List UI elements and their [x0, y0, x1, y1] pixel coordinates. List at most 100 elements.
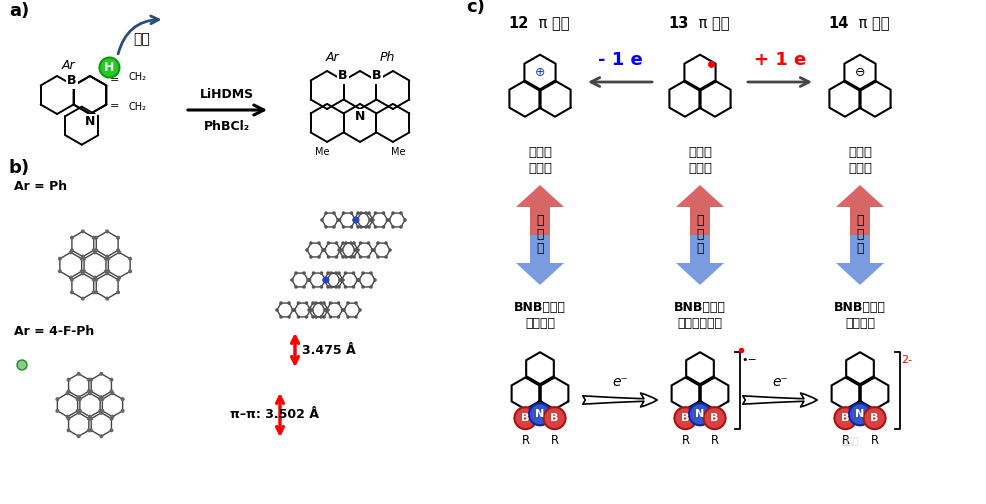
Circle shape [92, 290, 96, 294]
Circle shape [353, 248, 357, 252]
Circle shape [109, 390, 113, 393]
Circle shape [100, 372, 104, 376]
Text: N: N [85, 115, 96, 128]
Circle shape [354, 315, 358, 319]
Circle shape [109, 417, 113, 421]
Circle shape [92, 248, 96, 253]
Circle shape [344, 241, 348, 245]
Text: 非那烯: 非那烯 [688, 146, 712, 159]
Circle shape [305, 315, 309, 319]
Text: - 1 e: - 1 e [598, 51, 642, 69]
Text: $\oplus$: $\oplus$ [534, 66, 545, 79]
Circle shape [326, 308, 329, 312]
Circle shape [120, 409, 124, 413]
Circle shape [339, 248, 342, 252]
Text: Ar: Ar [326, 51, 339, 64]
Circle shape [312, 301, 315, 305]
Circle shape [311, 308, 314, 312]
Text: R: R [550, 434, 559, 447]
Circle shape [99, 397, 103, 401]
Circle shape [341, 308, 344, 312]
Circle shape [100, 434, 104, 438]
Circle shape [291, 308, 295, 312]
Circle shape [294, 271, 298, 275]
Text: π–π: 3.502 Å: π–π: 3.502 Å [230, 409, 319, 421]
Circle shape [334, 255, 338, 259]
Text: B: B [522, 413, 529, 423]
Circle shape [82, 257, 86, 261]
Circle shape [93, 250, 97, 255]
Circle shape [279, 301, 283, 305]
Text: B: B [67, 74, 77, 87]
Text: Ar = 4-F-Ph: Ar = 4-F-Ph [14, 325, 95, 338]
Text: BNB非那烯: BNB非那烯 [674, 301, 726, 314]
Circle shape [95, 278, 99, 282]
Circle shape [373, 278, 377, 282]
Circle shape [81, 255, 85, 259]
Circle shape [308, 308, 311, 312]
Text: 体: 体 [696, 242, 704, 256]
Text: 电: 电 [856, 228, 864, 241]
Circle shape [110, 391, 114, 395]
Circle shape [92, 278, 96, 282]
Circle shape [352, 285, 355, 289]
Text: R: R [522, 434, 529, 447]
Text: N: N [535, 409, 544, 419]
Circle shape [342, 211, 345, 215]
Circle shape [308, 278, 312, 282]
Circle shape [17, 360, 27, 370]
Circle shape [109, 428, 113, 432]
Circle shape [116, 248, 120, 253]
Circle shape [309, 308, 313, 312]
Text: 等: 等 [856, 215, 864, 227]
Circle shape [87, 390, 91, 393]
Circle shape [104, 257, 107, 261]
Circle shape [332, 225, 336, 229]
Text: N: N [856, 409, 865, 419]
Text: H: H [105, 61, 114, 74]
Circle shape [55, 409, 59, 413]
Circle shape [356, 211, 360, 215]
Circle shape [95, 290, 99, 294]
Circle shape [76, 409, 80, 413]
Circle shape [340, 278, 343, 282]
Circle shape [67, 428, 71, 432]
Circle shape [336, 301, 340, 305]
Circle shape [338, 278, 342, 282]
Circle shape [359, 225, 363, 229]
Circle shape [359, 211, 363, 215]
Text: PhBCl₂: PhBCl₂ [204, 120, 250, 134]
Circle shape [106, 255, 109, 259]
Circle shape [334, 241, 338, 245]
Circle shape [382, 211, 386, 215]
Circle shape [341, 255, 345, 259]
Circle shape [834, 407, 857, 429]
Circle shape [349, 255, 353, 259]
Circle shape [89, 417, 94, 421]
Circle shape [849, 403, 871, 425]
Circle shape [100, 411, 104, 415]
Circle shape [377, 255, 380, 259]
Circle shape [110, 415, 114, 419]
Text: CH₂: CH₂ [128, 101, 147, 111]
Circle shape [290, 278, 294, 282]
Text: 电: 电 [536, 228, 543, 241]
Circle shape [372, 248, 376, 252]
Circle shape [82, 269, 86, 273]
Text: a): a) [9, 2, 30, 20]
Circle shape [80, 269, 84, 273]
Circle shape [356, 248, 360, 252]
Text: b): b) [9, 159, 31, 177]
Circle shape [336, 218, 340, 222]
Text: Me: Me [315, 147, 329, 157]
Circle shape [116, 278, 120, 282]
Text: B: B [841, 413, 850, 423]
Circle shape [322, 301, 325, 305]
Circle shape [67, 390, 71, 393]
Circle shape [77, 411, 81, 415]
Circle shape [117, 250, 121, 255]
Text: 非那烯: 非那烯 [848, 146, 872, 159]
Text: e⁻: e⁻ [612, 375, 628, 389]
Text: B: B [681, 413, 689, 423]
Circle shape [329, 285, 333, 289]
